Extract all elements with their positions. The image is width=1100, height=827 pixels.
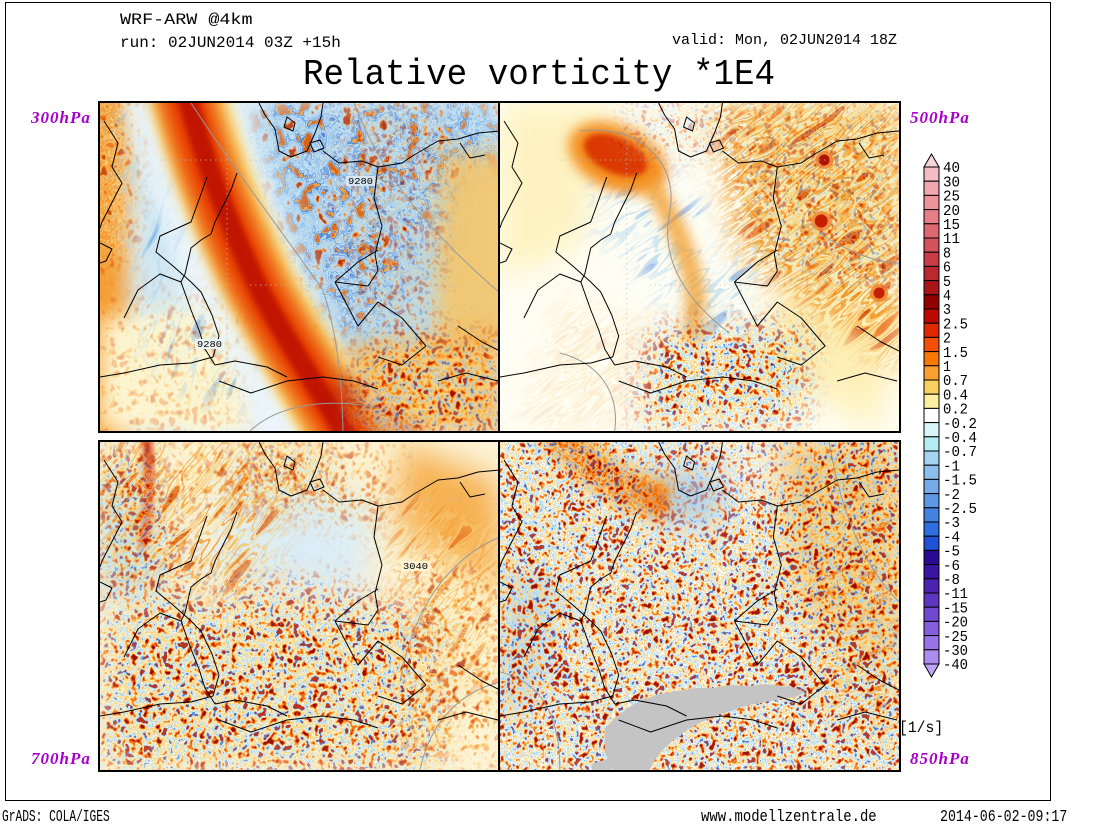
svg-text:25: 25 xyxy=(943,189,960,206)
svg-text:-1: -1 xyxy=(943,458,960,475)
svg-text:11: 11 xyxy=(943,231,960,248)
svg-text:9280: 9280 xyxy=(348,176,373,187)
svg-text:-5: -5 xyxy=(943,544,960,561)
svg-text:-1.5: -1.5 xyxy=(943,473,977,490)
svg-text:-8: -8 xyxy=(943,572,960,589)
svg-text:-0.7: -0.7 xyxy=(943,444,977,461)
svg-text:8: 8 xyxy=(943,245,951,262)
svg-text:-4: -4 xyxy=(943,529,960,546)
svg-text:-40: -40 xyxy=(943,657,968,674)
svg-text:0.2: 0.2 xyxy=(943,402,968,419)
svg-text:-11: -11 xyxy=(943,586,968,603)
svg-text:20: 20 xyxy=(943,203,960,220)
svg-text:1.5: 1.5 xyxy=(943,345,968,362)
svg-text:15: 15 xyxy=(943,217,960,234)
svg-text:3040: 3040 xyxy=(403,561,428,572)
svg-text:30: 30 xyxy=(943,174,960,191)
svg-text:-15: -15 xyxy=(943,600,968,617)
svg-text:-3: -3 xyxy=(943,515,960,532)
svg-text:3: 3 xyxy=(943,302,951,319)
svg-text:-0.2: -0.2 xyxy=(943,416,977,433)
svg-text:9280: 9280 xyxy=(197,339,222,350)
svg-text:5: 5 xyxy=(943,274,951,291)
svg-text:2: 2 xyxy=(943,331,951,348)
svg-text:2.5: 2.5 xyxy=(943,316,968,333)
svg-text:6: 6 xyxy=(943,260,951,277)
svg-text:0.7: 0.7 xyxy=(943,373,968,390)
svg-text:-0.4: -0.4 xyxy=(943,430,977,447)
svg-text:-2.5: -2.5 xyxy=(943,501,977,518)
svg-text:-6: -6 xyxy=(943,558,960,575)
svg-text:40: 40 xyxy=(943,160,960,177)
svg-text:4: 4 xyxy=(943,288,951,305)
svg-text:-20: -20 xyxy=(943,615,968,632)
svg-text:-30: -30 xyxy=(943,643,968,660)
svg-text:-25: -25 xyxy=(943,629,968,646)
svg-text:1: 1 xyxy=(943,359,951,376)
svg-text:0.4: 0.4 xyxy=(943,387,968,404)
svg-text:-2: -2 xyxy=(943,487,960,504)
